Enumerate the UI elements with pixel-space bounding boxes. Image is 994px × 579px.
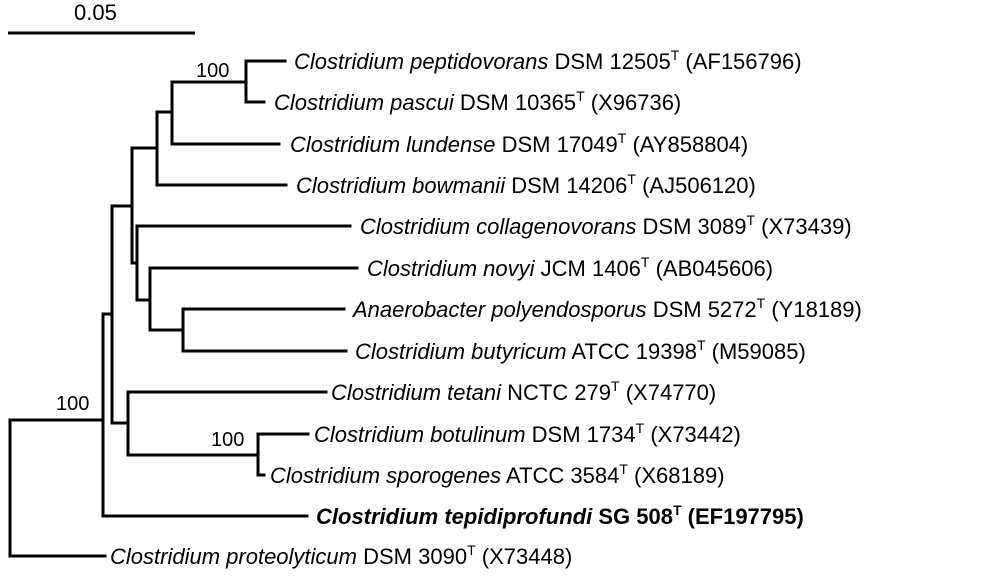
bootstrap-botulinum-sporogenes: 100 <box>211 429 244 451</box>
taxon-label: Clostridium lundense DSM 17049T (AY85880… <box>290 130 748 157</box>
taxon-label: Clostridium tetani NCTC 279T (X74770) <box>331 378 716 405</box>
taxon-label: Clostridium botulinum DSM 1734T (X73442) <box>314 420 741 447</box>
taxon-label: Clostridium collagenovorans DSM 3089T (X… <box>360 212 852 239</box>
bootstrap-ingroup: 100 <box>56 393 89 415</box>
taxon-label: Clostridium butyricum ATCC 19398T (M5908… <box>355 337 806 364</box>
tree-branches <box>8 59 359 558</box>
taxon-label: Clostridium proteolyticum DSM 3090T (X73… <box>110 542 572 569</box>
taxon-labels: Clostridium peptidovorans DSM 12505T (AF… <box>110 47 862 569</box>
scale-bar-label: 0.05 <box>74 0 117 25</box>
bootstrap-values: 100 100 100 <box>56 60 244 451</box>
taxon-label: Clostridium peptidovorans DSM 12505T (AF… <box>294 47 802 74</box>
taxon-label-highlighted: Clostridium tepidiprofundi SG 508T (EF19… <box>316 502 804 529</box>
taxon-label: Clostridium novyi JCM 1406T (AB045606) <box>367 254 773 281</box>
taxon-label: Clostridium sporogenes ATCC 3584T (X6818… <box>270 461 725 488</box>
bootstrap-peptidovorans-pascui: 100 <box>196 60 229 82</box>
taxon-label: Clostridium bowmanii DSM 14206T (AJ50612… <box>296 171 756 198</box>
taxon-label: Anaerobacter polyendosporus DSM 5272T (Y… <box>351 295 862 322</box>
taxon-label: Clostridium pascui DSM 10365T (X96736) <box>274 88 681 115</box>
scale-bar: 0.05 <box>8 0 195 35</box>
